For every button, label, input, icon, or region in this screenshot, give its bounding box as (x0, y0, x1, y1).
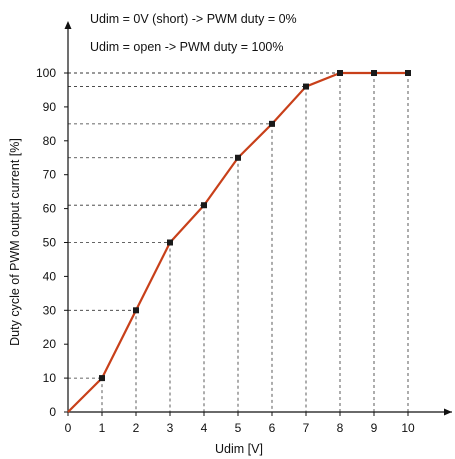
guide-lines (68, 72, 409, 412)
y-axis-label: Duty cycle of PWM output current [%] (8, 138, 22, 346)
x-tick-label: 1 (99, 421, 106, 435)
x-tick-label: 3 (167, 421, 174, 435)
y-tick-label: 70 (43, 168, 57, 182)
y-tick-label: 80 (43, 134, 57, 148)
x-axis-arrow (444, 408, 452, 416)
annotation-short: Udim = 0V (short) -> PWM duty = 0% (90, 12, 297, 26)
x-tick-label: 10 (401, 421, 415, 435)
x-tick-label: 9 (371, 421, 378, 435)
data-point (303, 83, 309, 90)
data-point (201, 202, 207, 209)
data-point (269, 120, 275, 127)
y-tick-label: 40 (43, 269, 57, 283)
y-tick-label: 90 (43, 100, 57, 114)
y-tick-label: 30 (43, 303, 57, 317)
data-points (99, 70, 411, 382)
data-point (133, 307, 139, 314)
x-tick-label: 8 (337, 421, 344, 435)
y-tick-label: 20 (43, 337, 57, 351)
y-tick-label: 0 (49, 405, 56, 419)
y-tick-label: 10 (43, 371, 57, 385)
y-tick-label: 50 (43, 236, 57, 250)
x-axis-label: Udim [V] (215, 442, 263, 456)
x-tick-label: 6 (269, 421, 276, 435)
data-point (337, 70, 343, 76)
annotation-open: Udim = open -> PWM duty = 100% (90, 40, 284, 54)
data-point (99, 375, 105, 382)
data-point (235, 154, 241, 161)
x-tick-label: 2 (133, 421, 140, 435)
data-point (371, 70, 377, 76)
y-tick-label: 60 (43, 202, 57, 216)
x-tick-label: 4 (201, 421, 208, 435)
x-tick-label: 0 (65, 421, 72, 435)
axes (64, 21, 452, 416)
y-tick-label: 100 (36, 66, 56, 80)
data-point (405, 70, 411, 76)
x-tick-label: 7 (303, 421, 310, 435)
x-tick-label: 5 (235, 421, 242, 435)
data-point (167, 239, 173, 246)
y-axis-arrow (64, 21, 72, 29)
